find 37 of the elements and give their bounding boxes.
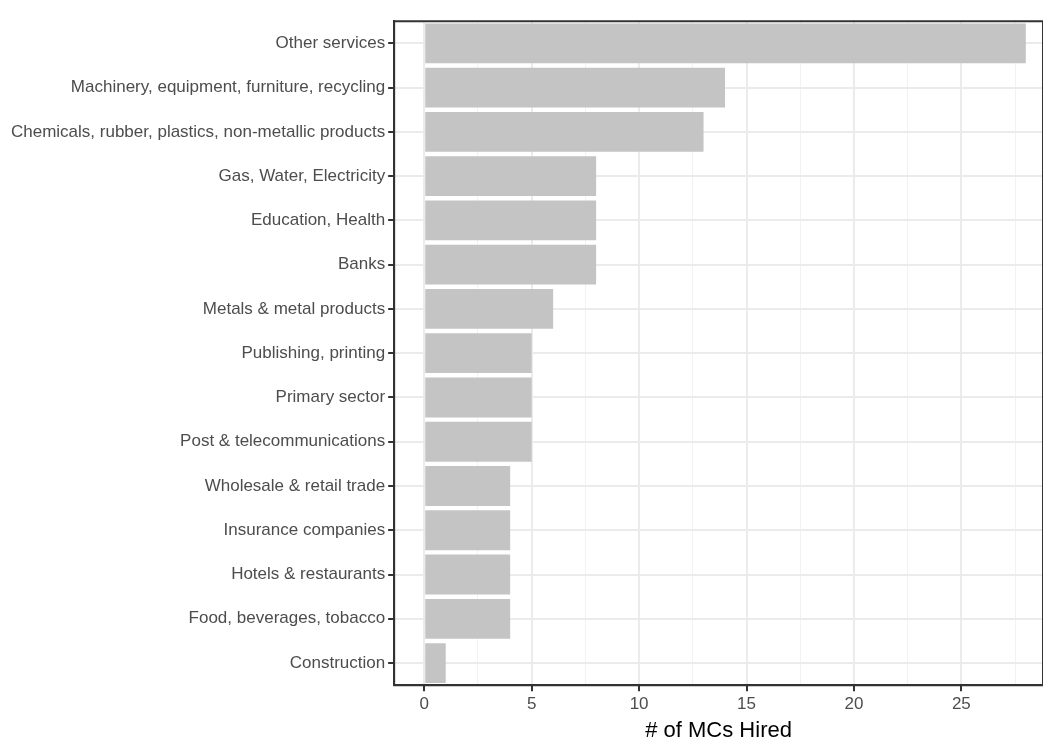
x-tick-label: 0 [419,694,429,714]
y-tick-label: Post & telecommunications [180,431,386,451]
bar [425,643,446,683]
y-tick-label: Education, Health [250,210,386,230]
x-tick-label: 10 [629,694,649,714]
y-tick-label: Insurance companies [223,519,386,539]
bar [425,554,511,595]
y-tick-label: Gas, Water, Electricity [218,165,386,185]
x-axis-title: # of MCs Hired [645,716,792,742]
bar [425,289,554,329]
y-tick-label: Publishing, printing [241,342,386,362]
bar [425,466,511,506]
y-tick-label: Chemicals, rubber, plastics, non-metallic products [10,121,386,141]
y-tick-label: Primary sector [275,387,386,407]
bar [425,333,532,374]
bar [425,23,1026,64]
y-tick-label: Food, beverages, tobacco [188,608,386,628]
bar [425,111,704,152]
bar [425,510,511,551]
y-tick-label: Wholesale & retail trade [204,475,386,495]
x-tick-label: 20 [844,694,864,714]
x-tick-label: 5 [526,694,537,714]
y-tick-label: Construction [289,652,386,672]
bar [425,67,726,108]
bar [425,421,532,462]
bar [425,598,511,639]
y-tick-label: Machinery, equipment, furniture, recycling [70,77,386,97]
y-tick-label: Hotels & restaurants [231,564,386,584]
y-tick-label: Banks [337,254,386,274]
bar [425,200,597,241]
x-tick-label: 25 [951,694,971,714]
bar [425,244,597,285]
bar [425,377,532,418]
bar [425,156,597,197]
x-tick-label: 15 [737,694,756,714]
y-tick-label: Metals & metal products [202,298,386,318]
y-tick-label: Other services [275,33,386,53]
